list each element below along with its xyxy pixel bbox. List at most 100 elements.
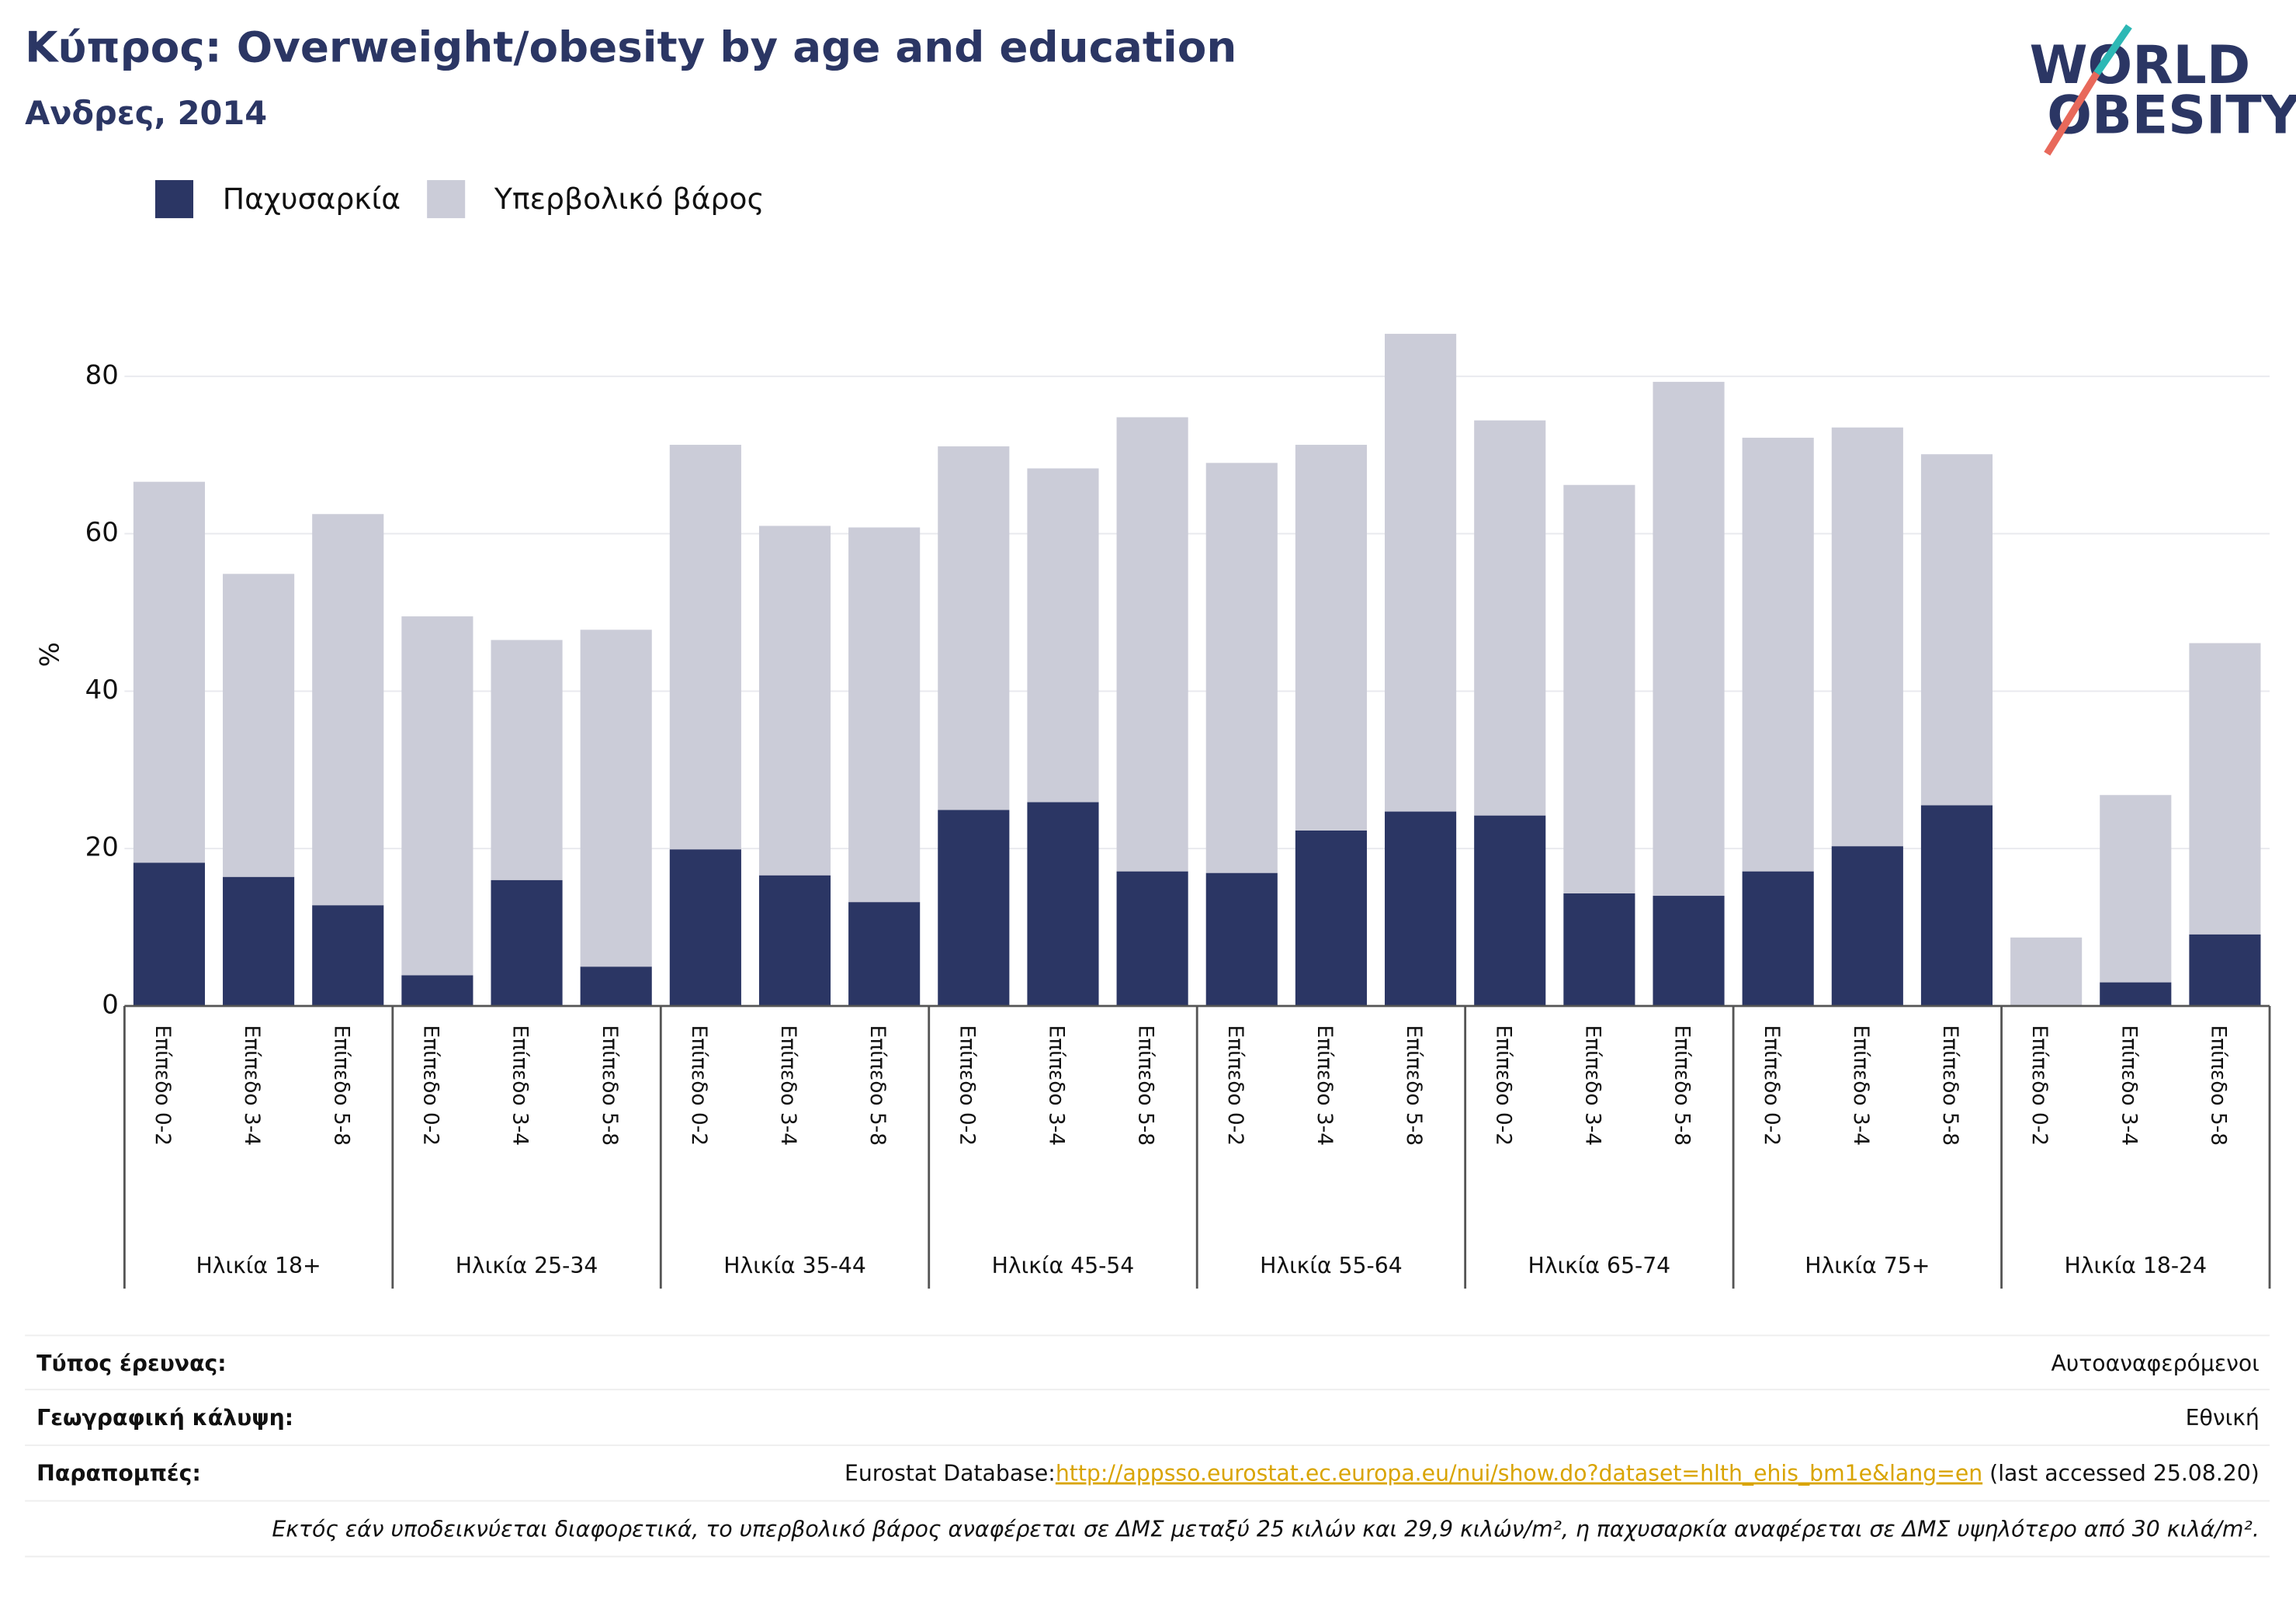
- bar-segment: [938, 810, 1010, 1006]
- bar-segment: [1385, 334, 1457, 812]
- bar-segment: [1116, 871, 1188, 1006]
- x-tick-label: Επίπεδο 0-2: [151, 1025, 175, 1146]
- x-tick-label: Επίπεδο 5-8: [865, 1025, 890, 1146]
- footer-note: Εκτός εάν υποδεικνύεται διαφορετικά, το …: [272, 1516, 2259, 1542]
- logo-slash: [2093, 24, 2132, 75]
- bar-segment: [1116, 417, 1188, 872]
- bar-segment: [1205, 872, 1278, 1006]
- group-label: Ηλικία 18+: [196, 1253, 321, 1278]
- bar-segment: [1027, 468, 1099, 803]
- footer-label: Γεωγραφική κάλυψη:: [36, 1405, 293, 1431]
- x-tick-label: Επίπεδο 3-4: [1580, 1025, 1604, 1146]
- group-label: Ηλικία 75+: [1805, 1253, 1930, 1278]
- y-tick-label: 80: [85, 359, 119, 390]
- bar-segment: [580, 966, 652, 1006]
- x-tick-label: Επίπεδο 5-8: [598, 1025, 622, 1146]
- bar-segment: [1831, 846, 1903, 1006]
- legend-label: Παχυσαρκία: [223, 182, 401, 216]
- x-tick-label: Επίπεδο 5-8: [1134, 1025, 1158, 1146]
- bar-segment: [491, 879, 563, 1006]
- bar-segment: [401, 975, 473, 1006]
- bar-segment: [312, 514, 384, 906]
- bar-segment: [401, 616, 473, 976]
- bar-segment: [223, 574, 295, 877]
- logo-text: WORLD: [2030, 35, 2251, 96]
- bar-segment: [1295, 830, 1367, 1006]
- bar-segment: [848, 902, 921, 1006]
- bar-segment: [1563, 484, 1635, 893]
- logo-slash: [2044, 71, 2100, 156]
- bar-segment: [758, 875, 831, 1006]
- bar-segment: [1742, 871, 1814, 1006]
- bar-segment: [1653, 896, 1725, 1006]
- x-tick-label: Επίπεδο 0-2: [2027, 1025, 2051, 1146]
- x-tick-label: Επίπεδο 0-2: [687, 1025, 711, 1146]
- bar-segment: [1385, 811, 1457, 1006]
- ref-suffix: (last accessed 25.08.20): [1982, 1461, 2260, 1486]
- chart-subtitle: Ανδρες, 2014: [25, 94, 267, 132]
- x-tick-label: Επίπεδο 3-4: [2117, 1025, 2141, 1146]
- x-tick-label: Επίπεδο 3-4: [776, 1025, 800, 1146]
- legend-swatch: [427, 180, 466, 219]
- ref-link[interactable]: http://appsso.eurostat.ec.europa.eu/nui/…: [1056, 1461, 1982, 1486]
- bar-segment: [938, 446, 1010, 810]
- bar-segment: [312, 905, 384, 1006]
- y-tick-label: 60: [85, 517, 119, 548]
- footer: Τύπος έρευνας: Αυτοαναφερόμενοι Γεωγραφι…: [25, 1334, 2270, 1558]
- bar-segment: [669, 849, 741, 1006]
- bar-segment: [758, 525, 831, 876]
- y-tick-label: 40: [85, 675, 119, 706]
- bar-segment: [1205, 463, 1278, 873]
- group-label: Ηλικία 35-44: [723, 1253, 866, 1278]
- footer-label: Παραπομπές:: [36, 1461, 201, 1486]
- bar-segment: [1920, 805, 1993, 1006]
- bar-segment: [133, 862, 206, 1006]
- bar-segment: [1653, 381, 1725, 897]
- x-tick-label: Επίπεδο 3-4: [508, 1025, 532, 1146]
- bar-segment: [580, 630, 652, 967]
- bar-segment: [1563, 893, 1635, 1006]
- logo: WORLD OBESITY: [2030, 24, 2296, 156]
- group-label: Ηλικία 45-54: [992, 1253, 1135, 1278]
- group-label: Ηλικία 18-24: [2064, 1253, 2207, 1278]
- bar-segment: [669, 445, 741, 850]
- x-tick-label: Επίπεδο 5-8: [2207, 1025, 2231, 1146]
- bar-segment: [2189, 934, 2261, 1006]
- bar-segment: [491, 640, 563, 880]
- bar-segment: [2100, 982, 2172, 1006]
- y-tick-label: 0: [102, 989, 119, 1020]
- x-tick-label: Επίπεδο 3-4: [1313, 1025, 1337, 1146]
- bar-segment: [1027, 802, 1099, 1006]
- group-label: Ηλικία 65-74: [1528, 1253, 1671, 1278]
- x-tick-label: Επίπεδο 0-2: [1491, 1025, 1515, 1146]
- footer-label: Τύπος έρευνας:: [36, 1351, 226, 1376]
- x-tick-label: Επίπεδο 5-8: [1938, 1025, 1962, 1146]
- y-axis-label: %: [35, 642, 66, 667]
- bar-segment: [2100, 795, 2172, 983]
- bar-segment: [2010, 937, 2083, 1006]
- y-tick-label: 20: [85, 832, 119, 863]
- x-tick-label: Επίπεδο 3-4: [1045, 1025, 1069, 1146]
- bar-segment: [133, 481, 206, 863]
- bar-segment: [223, 876, 295, 1006]
- bar-segment: [1474, 420, 1546, 816]
- x-tick-label: Επίπεδο 5-8: [329, 1025, 353, 1146]
- x-tick-label: Επίπεδο 3-4: [1849, 1025, 1873, 1146]
- logo-text: OBESITY: [2047, 85, 2296, 146]
- bar-segment: [1474, 815, 1546, 1006]
- x-tick-label: Επίπεδο 0-2: [1760, 1025, 1784, 1146]
- bar-segment: [1742, 437, 1814, 872]
- x-tick-label: Επίπεδο 0-2: [418, 1025, 442, 1146]
- x-tick-label: Επίπεδο 0-2: [955, 1025, 979, 1146]
- bar-segment: [1295, 445, 1367, 831]
- group-label: Ηλικία 25-34: [456, 1253, 598, 1278]
- legend-swatch: [154, 180, 194, 219]
- footer-value: Αυτοαναφερόμενοι: [2051, 1351, 2260, 1376]
- bar-segment: [2189, 643, 2261, 935]
- chart-title: Κύπρος: Overweight/obesity by age and ed…: [25, 22, 1236, 71]
- bar-segment: [848, 527, 921, 903]
- bar-segment: [1920, 454, 1993, 806]
- x-tick-label: Επίπεδο 0-2: [1223, 1025, 1247, 1146]
- ref-prefix: Eurostat Database:: [845, 1461, 1056, 1486]
